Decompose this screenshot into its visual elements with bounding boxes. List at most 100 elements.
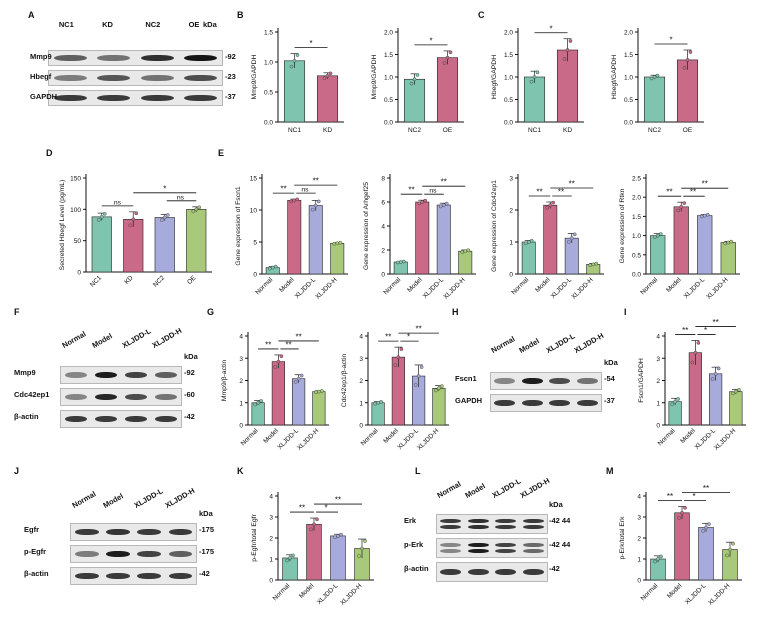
data-point bbox=[659, 554, 663, 559]
data-point bbox=[289, 199, 294, 204]
protein-band bbox=[183, 55, 217, 61]
significance-label: * bbox=[704, 326, 707, 335]
x-tick-label: OE bbox=[443, 127, 453, 134]
bar bbox=[391, 356, 405, 426]
y-axis-label: p-Egfr/total Egfr bbox=[251, 513, 258, 561]
data-point bbox=[379, 400, 383, 404]
significance-label: ns bbox=[114, 199, 122, 206]
y-tick-label: 1.5 bbox=[624, 52, 633, 59]
data-point bbox=[562, 57, 567, 61]
blot-strip bbox=[48, 70, 223, 86]
chart-b-mmp9-kd: 0.0 0.5 1.0 1.5 Mmp9/GAPDH NC1 KD * bbox=[251, 28, 344, 134]
y-tick-label: 0 bbox=[239, 423, 243, 430]
data-point bbox=[734, 389, 738, 394]
data-point bbox=[463, 249, 468, 253]
lane-header: Model bbox=[90, 331, 114, 350]
x-tick-label: XLJDD-H bbox=[339, 582, 364, 607]
protein-band bbox=[106, 529, 130, 535]
data-point bbox=[532, 75, 537, 79]
protein-band bbox=[549, 400, 571, 406]
protein-band bbox=[440, 569, 462, 575]
blot-strip bbox=[436, 514, 548, 534]
y-tick-label: 1.0 bbox=[632, 233, 641, 240]
data-point bbox=[673, 399, 677, 404]
x-tick-label: XLJDD-H bbox=[705, 276, 730, 301]
y-tick-label: 5 bbox=[253, 240, 257, 247]
significance-label: ** bbox=[682, 326, 688, 335]
x-tick-label: Model bbox=[666, 582, 684, 600]
y-tick-label: 0 bbox=[509, 272, 513, 279]
data-point bbox=[713, 372, 718, 376]
lane-header: XLJDD-H bbox=[163, 485, 197, 510]
data-point bbox=[466, 248, 471, 253]
data-point bbox=[683, 505, 687, 510]
blot-row-label: β-actin bbox=[14, 412, 39, 421]
y-tick-label: 2 bbox=[359, 378, 363, 385]
protein-band bbox=[54, 55, 88, 61]
lane-header: XLJDD-H bbox=[150, 325, 183, 350]
x-tick-label: NC2 bbox=[648, 127, 661, 134]
significance-label: * bbox=[324, 504, 327, 513]
data-point bbox=[676, 208, 681, 213]
chart-c-hbegf-kd: 0.0 0.5 1.0 1.5 2.0 Hbegf/GAPDH NC1 KD * bbox=[491, 24, 584, 134]
y-tick-label: 0 bbox=[269, 578, 273, 585]
data-point bbox=[415, 73, 420, 77]
significance-label: ** bbox=[667, 492, 673, 501]
significance-label: ** bbox=[285, 340, 291, 349]
significance-label: * bbox=[692, 492, 695, 501]
significance-label: * bbox=[669, 36, 672, 45]
data-point bbox=[412, 77, 417, 82]
data-point bbox=[685, 58, 690, 62]
lane-header: XLJDD-L bbox=[490, 476, 523, 500]
y-tick-label: 2 bbox=[239, 378, 243, 385]
y-tick-label: 0 bbox=[359, 423, 363, 430]
data-point bbox=[320, 389, 324, 393]
x-tick-label: Normal bbox=[382, 276, 402, 296]
data-point bbox=[448, 50, 453, 55]
data-point bbox=[162, 215, 167, 220]
x-tick-label: NC1 bbox=[528, 127, 541, 134]
bar bbox=[271, 361, 285, 426]
lane-header: XLJDD-L bbox=[132, 486, 165, 510]
x-tick-label: XLJDD-L bbox=[316, 582, 340, 606]
y-tick-label: 1.0 bbox=[504, 75, 513, 82]
bar bbox=[330, 242, 345, 275]
significance-label: * bbox=[309, 39, 312, 48]
data-point bbox=[99, 215, 104, 219]
protein-band bbox=[576, 378, 598, 384]
data-point bbox=[295, 53, 300, 57]
data-point bbox=[423, 198, 428, 203]
y-tick-label: 50 bbox=[74, 238, 82, 245]
protein-band bbox=[467, 519, 489, 523]
bar bbox=[292, 378, 306, 426]
kda-marker: -60 bbox=[184, 390, 195, 399]
significance-label: ** bbox=[713, 318, 719, 327]
panel-label-f: F bbox=[14, 307, 20, 317]
protein-band bbox=[94, 372, 118, 378]
protein-band bbox=[549, 378, 571, 384]
data-point bbox=[373, 401, 377, 406]
bar bbox=[643, 76, 666, 123]
x-tick-label: XLJDD-H bbox=[442, 276, 467, 301]
y-tick-label: 4 bbox=[269, 494, 273, 501]
data-point bbox=[731, 391, 735, 396]
significance-label: * bbox=[429, 36, 432, 45]
x-tick-label: Normal bbox=[240, 427, 260, 447]
data-point bbox=[312, 522, 316, 527]
data-point bbox=[295, 197, 300, 202]
data-point bbox=[702, 213, 707, 218]
data-point bbox=[438, 204, 443, 209]
x-tick-label: Model bbox=[679, 427, 697, 445]
data-point bbox=[731, 541, 735, 546]
bar bbox=[283, 60, 306, 123]
blot-row-label: Cdc42ep1 bbox=[14, 390, 50, 399]
data-point bbox=[292, 59, 297, 63]
data-point bbox=[291, 553, 295, 558]
y-tick-label: 1 bbox=[656, 400, 660, 407]
data-point bbox=[677, 516, 681, 520]
blot-strip bbox=[70, 545, 197, 563]
bar bbox=[312, 391, 326, 426]
blot-row-label: p-Egfr bbox=[24, 547, 47, 556]
y-axis-label: Gene expression of Fscn1 bbox=[235, 186, 242, 266]
chart-b-mmp9-oe: 0.0 0.5 1.0 1.5 2.0 Mmp9/GAPDH NC2 OE * bbox=[371, 28, 464, 134]
